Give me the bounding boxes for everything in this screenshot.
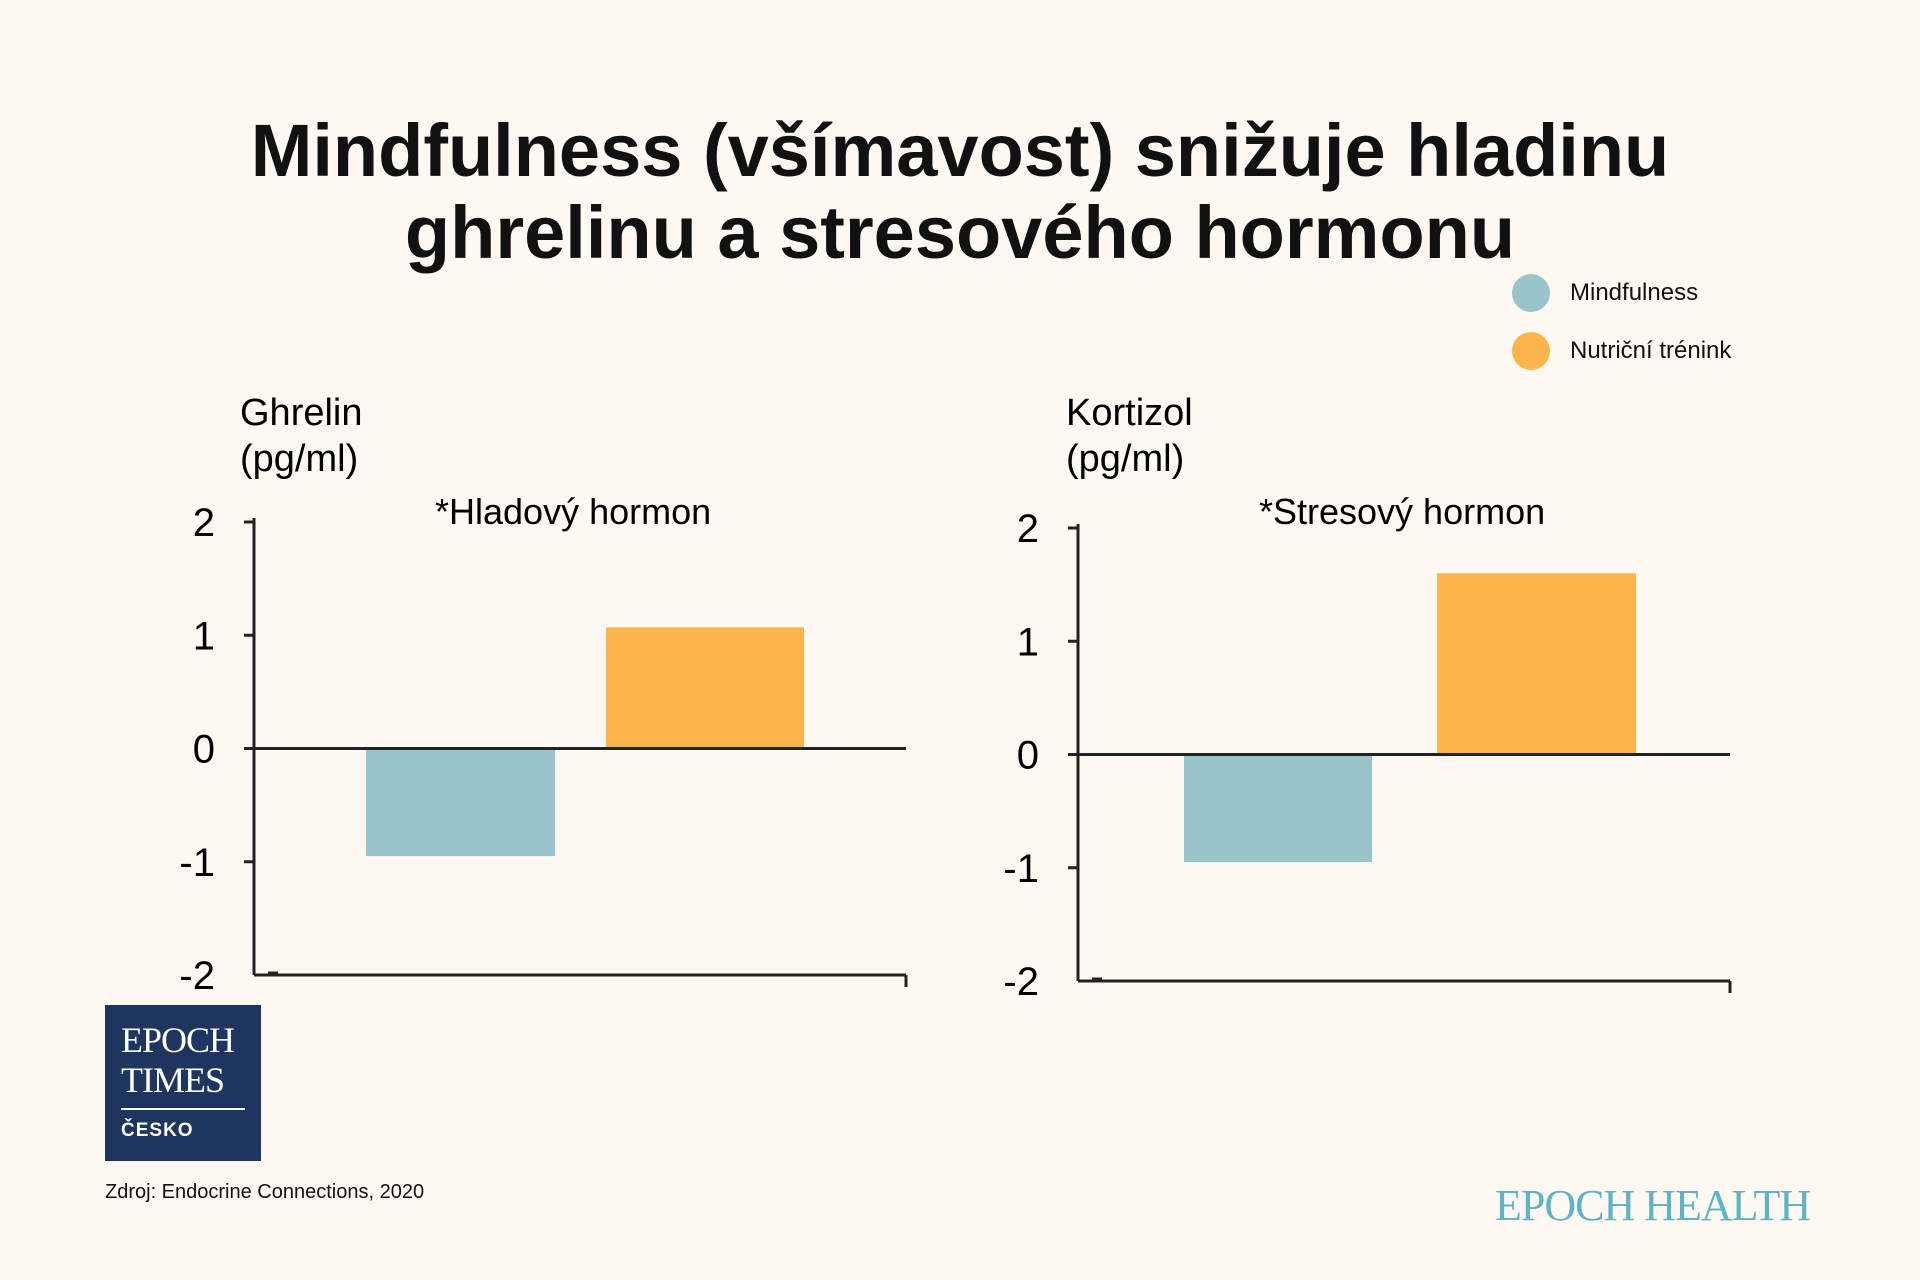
- y-tick-label: 1: [1017, 620, 1039, 664]
- kortizol-ylabel-line-1: Kortizol: [1066, 392, 1193, 434]
- bar-mindfulness: [366, 748, 555, 857]
- legend-label-mindfulness: Mindfulness: [1570, 279, 1699, 306]
- source-note: Zdroj: Endocrine Connections, 2020: [105, 1181, 425, 1203]
- bar-nutricni-trenink: [606, 627, 804, 749]
- logo-line-2: TIMES: [121, 1060, 225, 1100]
- legend-swatch-nutricni-trenink: [1512, 332, 1550, 370]
- legend-item-nutricni-trenink: Nutriční trénink: [1512, 322, 1731, 380]
- logo-divider: [121, 1108, 245, 1110]
- bar-nutricni-trenink: [1437, 573, 1636, 755]
- legend-item-mindfulness: Mindfulness: [1512, 264, 1731, 322]
- epoch-times-logo: EPOCH TIMES ČESKO: [105, 1005, 261, 1161]
- y-tick-label: -2: [1003, 960, 1039, 1004]
- ghrelin-ylabel-line-2: (pg/ml): [240, 438, 358, 480]
- legend-swatch-mindfulness: [1512, 274, 1550, 312]
- title-line-2: ghrelinu a stresového hormonu: [404, 191, 1516, 274]
- y-tick-label: 0: [193, 728, 215, 772]
- kortizol-ylabel-line-2: (pg/ml): [1066, 438, 1184, 480]
- y-tick-label: -1: [1003, 847, 1039, 891]
- logo-line-3: ČESKO: [121, 1120, 194, 1141]
- y-tick-label: -2: [179, 954, 215, 998]
- y-tick-label: 1: [193, 614, 215, 658]
- kortizol-chart: Kortizol (pg/ml) *Stresový hormon 2 1 0 -1 -…: [1003, 392, 1732, 1004]
- bar-mindfulness: [1184, 754, 1372, 863]
- y-tick-label: 2: [193, 501, 215, 545]
- logo-line-1: EPOCH: [121, 1020, 235, 1060]
- title-line-1: Mindfulness (všímavost) snižuje hladinu: [250, 109, 1670, 192]
- y-tick-label: 2: [1017, 507, 1039, 551]
- ghrelin-ylabel-line-1: Ghrelin: [240, 392, 363, 434]
- epoch-health-brand: EPOCH HEALTH: [1495, 1181, 1811, 1230]
- chart-title: Mindfulness (všímavost) snižuje hladinu …: [0, 110, 1920, 274]
- ghrelin-subtitle: *Hladový hormon: [435, 491, 711, 532]
- y-tick-label: 0: [1017, 734, 1039, 778]
- y-tick-label: -1: [179, 841, 215, 885]
- legend-label-nutricni-trenink: Nutriční trénink: [1570, 337, 1732, 364]
- ghrelin-chart: Ghrelin (pg/ml) *Hladový hormon 2 1 0 -1 -2: [179, 392, 908, 998]
- legend: Mindfulness Nutriční trénink: [1512, 264, 1731, 380]
- kortizol-subtitle: *Stresový hormon: [1259, 491, 1545, 532]
